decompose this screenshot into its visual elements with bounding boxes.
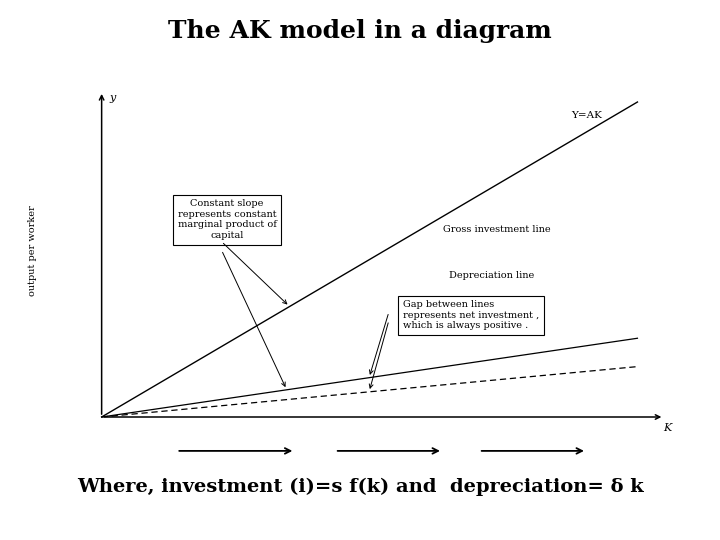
Text: K: K (663, 423, 671, 433)
Text: output per worker: output per worker (28, 206, 37, 296)
Text: Constant slope
represents constant
marginal product of
capital: Constant slope represents constant margi… (178, 199, 276, 240)
Text: Gap between lines
represents net investment ,
which is always positive .: Gap between lines represents net investm… (403, 300, 539, 330)
Text: Where, investment (i)=s f(k) and  depreciation= δ k: Where, investment (i)=s f(k) and depreci… (77, 478, 643, 496)
Text: The AK model in a diagram: The AK model in a diagram (168, 19, 552, 43)
Text: Gross investment line: Gross investment line (443, 225, 551, 234)
Text: Y=AK: Y=AK (571, 111, 602, 120)
Text: y: y (109, 93, 116, 103)
Text: Depreciation line: Depreciation line (449, 271, 534, 280)
